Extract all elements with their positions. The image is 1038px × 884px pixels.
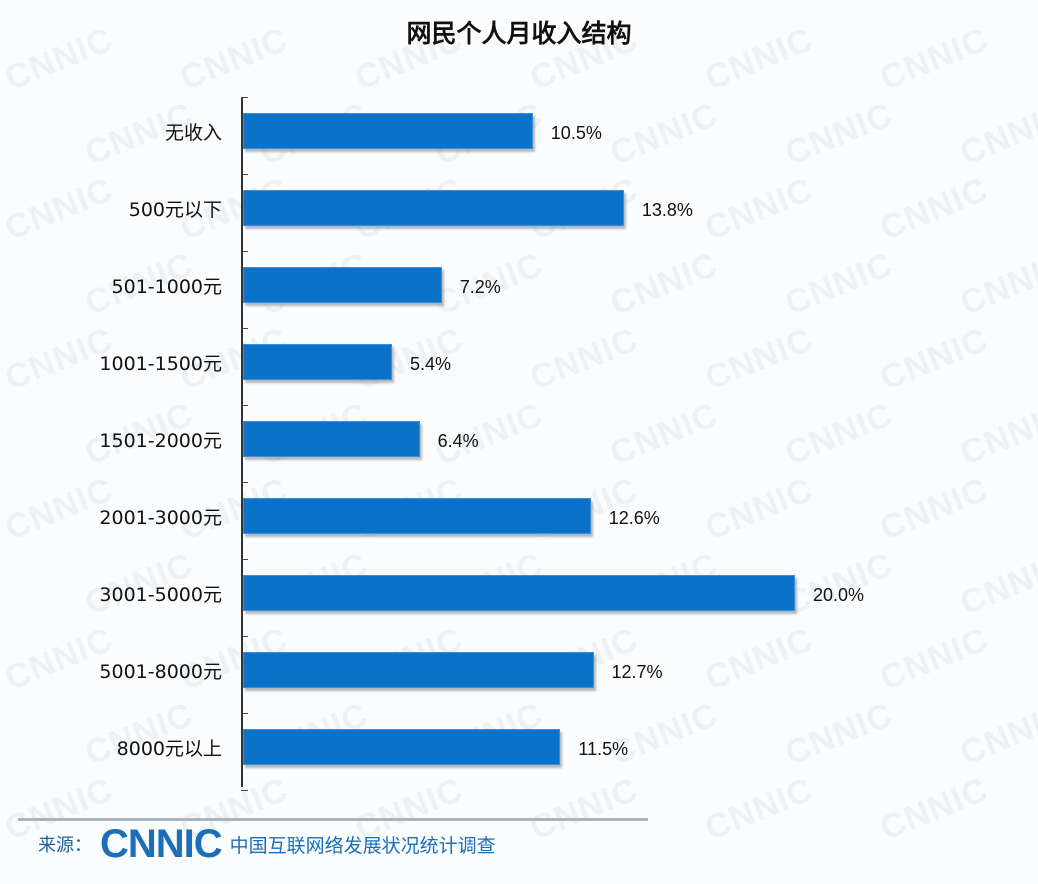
axis-tick [241,559,248,560]
value-label: 11.5% [578,739,629,759]
watermark-text: CNNIC [524,770,644,848]
bar [243,421,420,457]
cnnic-logo: CNNIC [100,822,223,866]
value-label: 6.4% [437,431,479,451]
watermark-text: CNNIC [699,770,819,848]
category-label: 无收入 [164,122,222,144]
axis-tick [241,405,248,406]
axis-tick [241,713,248,714]
bar [243,113,533,149]
category-label: 5001-8000元 [99,661,222,683]
value-label: 13.8% [641,200,693,220]
bar [243,344,393,380]
axis-tick [241,328,248,329]
bar [243,575,795,611]
axis-tick [241,482,248,483]
bar [243,652,594,688]
source-label: 来源： [38,835,92,856]
axis-tick [241,97,248,98]
bar-row: 1001-1500元 5.4% [0,344,1038,384]
category-label: 1001-1500元 [99,353,222,375]
category-label: 501-1000元 [111,276,222,298]
axis-tick [241,636,248,637]
bar [243,498,591,534]
bar-row: 5001-8000元 12.7% [0,652,1038,692]
value-label: 5.4% [410,354,452,374]
bar-row: 500元以下 13.8% [0,190,1038,230]
axis-tick [241,790,248,791]
bar-row: 501-1000元 7.2% [0,267,1038,307]
axis-tick [241,251,248,252]
category-label: 1501-2000元 [99,430,222,452]
category-label: 2001-3000元 [99,507,222,529]
bar-row: 2001-3000元 12.6% [0,498,1038,538]
bar [243,729,561,765]
value-label: 10.5% [550,123,602,143]
bar [243,190,624,226]
value-label: 7.2% [459,277,501,297]
chart-title: 网民个人月收入结构 [406,19,632,48]
axis-tick [241,174,248,175]
bar-row: 8000元以上 11.5% [0,729,1038,769]
bar-row: 无收入 10.5% [0,113,1038,153]
value-label: 12.7% [611,662,663,682]
bar [243,267,442,303]
bar-row: 3001-5000元 20.0% [0,575,1038,615]
value-label: 12.6% [608,508,660,528]
source-footer: 来源： CNNIC 中国互联网络发展状况统计调查 [38,822,496,866]
source-name: 中国互联网络发展状况统计调查 [229,834,496,857]
category-label: 500元以下 [128,199,222,221]
bar-row: 1501-2000元 6.4% [0,421,1038,461]
footer-divider [18,818,648,821]
watermark-text: CNNIC [874,770,994,848]
category-label: 8000元以上 [116,738,222,760]
value-label: 20.0% [813,585,865,605]
y-axis [241,97,243,787]
category-label: 3001-5000元 [99,584,222,606]
